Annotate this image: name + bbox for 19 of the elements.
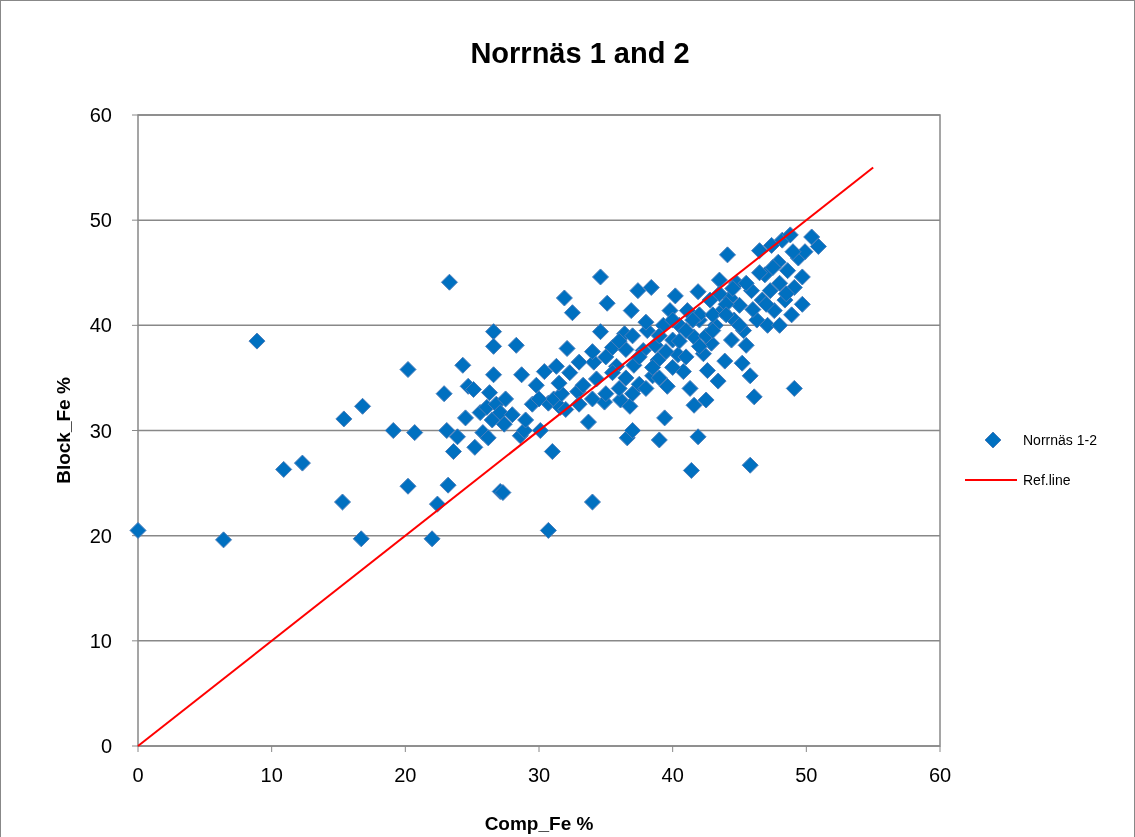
x-tick-label: 50 bbox=[795, 764, 818, 786]
y-tick-label: 60 bbox=[89, 104, 112, 126]
x-tick-label: 0 bbox=[132, 764, 144, 786]
chart-title: Norrnäs 1 and 2 bbox=[470, 37, 690, 69]
y-tick-label: 50 bbox=[89, 209, 112, 232]
legend-label: Ref.line bbox=[1023, 472, 1071, 488]
y-tick-label: 30 bbox=[89, 419, 112, 442]
x-tick-label: 30 bbox=[527, 764, 551, 786]
x-tick-label: 60 bbox=[928, 764, 952, 786]
x-axis-title: Comp_Fe % bbox=[484, 813, 594, 834]
y-axis-title: Block_Fe % bbox=[53, 377, 74, 484]
y-tick-label: 10 bbox=[89, 629, 112, 652]
x-tick-label: 40 bbox=[661, 764, 684, 786]
y-tick-label: 0 bbox=[100, 735, 112, 757]
x-tick-label: 10 bbox=[260, 764, 283, 786]
y-tick-label: 20 bbox=[89, 524, 112, 547]
y-tick-label: 40 bbox=[89, 314, 112, 337]
legend-label: Norrnäs 1-2 bbox=[1023, 432, 1098, 448]
x-tick-label: 20 bbox=[394, 764, 417, 786]
